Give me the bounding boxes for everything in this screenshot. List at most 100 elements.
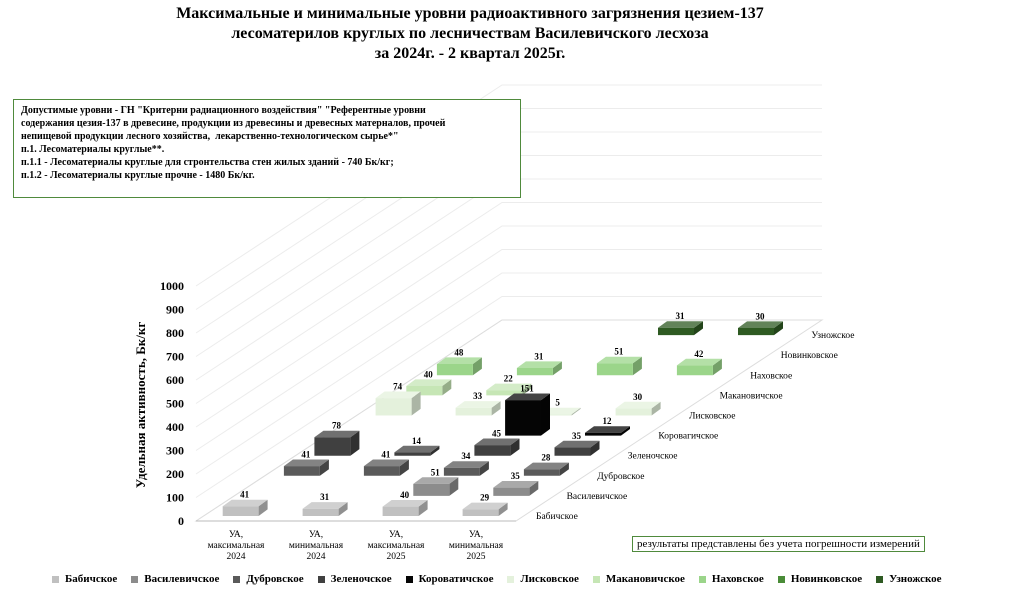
bar [505, 393, 550, 436]
y-tick-label: 300 [166, 444, 184, 458]
depth-axis-label: Макановичское [720, 391, 783, 401]
bar [436, 357, 482, 376]
bar-front [596, 363, 633, 376]
bar-top [516, 361, 562, 368]
x-category-label: 2024 [307, 552, 326, 562]
bar-front [658, 327, 694, 336]
bar [375, 391, 421, 416]
bar-side [559, 462, 569, 476]
bar-side [418, 500, 428, 516]
bar [363, 459, 409, 476]
bar-side [338, 502, 348, 516]
data-label: 34 [461, 451, 471, 461]
legend-item: Бабичское [52, 572, 117, 586]
title-line-1: Максимальные и минимальные уровни радиоа… [176, 5, 764, 22]
data-label: 35 [572, 431, 582, 441]
gridline [195, 249, 822, 451]
legend-label: Бабичское [65, 573, 118, 585]
legend-label: Василевичское [144, 573, 220, 585]
bar-side [651, 401, 661, 416]
gridline [195, 178, 822, 381]
data-label: 41 [240, 490, 250, 500]
legend-item: Узножское [876, 572, 942, 586]
bar-side [552, 361, 562, 376]
legend-swatch [405, 575, 413, 583]
y-tick-label: 700 [166, 350, 184, 364]
bar-side [621, 426, 630, 436]
x-category-label: минимальная [449, 541, 504, 551]
bar-top [382, 500, 428, 507]
bar-front [738, 328, 774, 336]
bar-top [676, 358, 722, 366]
y-tick-label: 200 [166, 467, 184, 481]
data-label: 51 [431, 467, 441, 477]
bar-top [615, 401, 661, 409]
x-category-label: максимальная [368, 541, 425, 551]
x-category-label: УА, [389, 530, 403, 540]
data-label: 48 [454, 347, 464, 357]
data-label: 14 [412, 436, 422, 446]
legend-item: Дубровское [233, 572, 304, 586]
data-label: 31 [320, 492, 330, 502]
legend-item: Макановичское [592, 572, 685, 586]
chart-title: Максимальные и минимальные уровни радиоа… [120, 4, 820, 64]
data-label: 78 [332, 421, 342, 431]
bar-front [493, 487, 530, 496]
bar [413, 477, 459, 496]
legend-swatch [233, 575, 241, 583]
note-line-4: п.1. Лесоматериалы круглые**. [21, 144, 165, 155]
bar [302, 502, 348, 516]
bar-front [302, 508, 339, 516]
depth-axis-label: Василевичское [567, 492, 628, 502]
bar-top [406, 379, 452, 386]
bar-top [474, 438, 520, 446]
bar-front [676, 365, 713, 376]
bar-side [491, 401, 501, 416]
permissible-levels-note: Допустимые уровни - ГН "Критерни радиаци… [13, 99, 521, 198]
note-line-6: п.1.2 - Лесоматериалы круглые прочне - 1… [21, 170, 255, 181]
bar [493, 481, 539, 496]
legend-swatch [876, 575, 884, 583]
bar-front [222, 506, 259, 516]
bar-top [394, 445, 440, 453]
legend-label: Макановичское [605, 573, 685, 585]
bar-front [283, 466, 320, 476]
legend-label: Новинковское [790, 573, 863, 585]
bar-top [658, 321, 703, 328]
bar-side [498, 502, 508, 516]
gridline [195, 296, 822, 498]
bar-top [455, 401, 501, 408]
bar-side [541, 393, 550, 436]
data-label: 28 [541, 453, 551, 463]
data-label: 151 [520, 383, 534, 393]
bar-side [510, 438, 520, 456]
legend-item: Зеленочское [317, 572, 392, 586]
bar-front [436, 364, 473, 376]
bar-side [430, 445, 440, 456]
data-label: 35 [511, 471, 521, 481]
data-label: 31 [534, 351, 544, 361]
note-line-5: п.1.1 - Лесоматериалы круглые для стронт… [21, 157, 394, 168]
legend-item: Наховское [698, 572, 764, 586]
legend-label: Зеленочское [330, 573, 392, 585]
y-tick-label: 800 [166, 326, 184, 340]
bar-front [363, 466, 400, 476]
bar-front [443, 467, 480, 476]
data-label: 33 [473, 391, 483, 401]
data-label: 41 [381, 450, 391, 460]
bar-front [314, 437, 351, 456]
depth-axis-label: Узножское [811, 331, 854, 341]
gridline [195, 84, 822, 287]
bar-front [375, 398, 412, 416]
depth-axis-label: Новинковское [781, 351, 838, 361]
bar-front [413, 483, 450, 496]
title-line-2: лесоматерилов круглых по лесничествам Ва… [231, 25, 709, 42]
bar-side [712, 358, 722, 376]
bar-front [462, 509, 499, 516]
y-tick-label: 500 [166, 397, 184, 411]
bar [462, 502, 508, 516]
note-line-3: непищевой продукции лесного хозяйства, л… [21, 131, 399, 142]
bar-front [554, 447, 591, 456]
bar-side [442, 379, 452, 396]
